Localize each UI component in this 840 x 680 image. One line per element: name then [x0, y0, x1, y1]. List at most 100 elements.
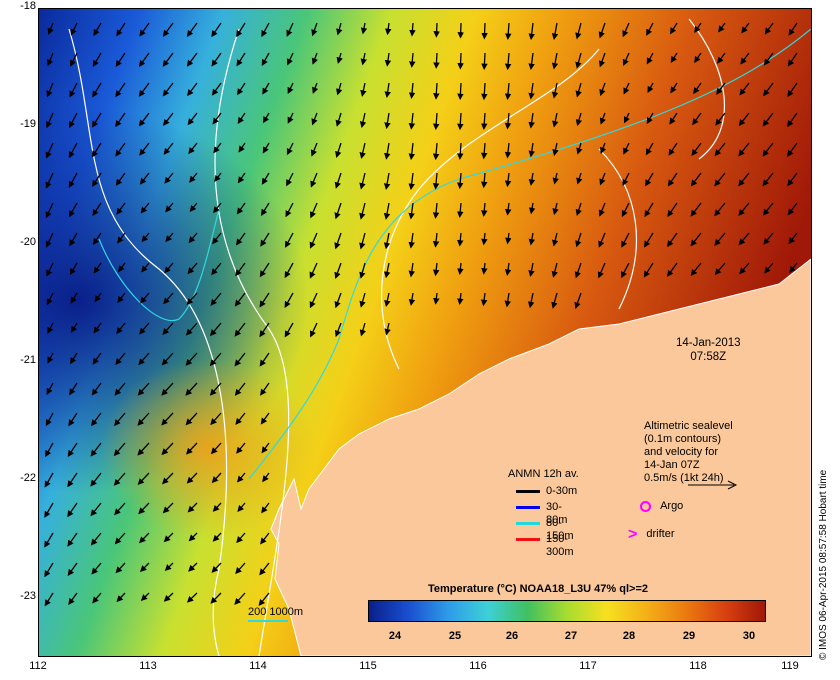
velocity-arrow — [598, 232, 606, 248]
velocity-arrow — [690, 202, 702, 217]
velocity-arrow — [738, 112, 750, 127]
velocity-arrow — [552, 202, 559, 216]
velocity-arrow — [432, 112, 440, 131]
velocity-arrow — [788, 22, 798, 36]
velocity-arrow — [670, 22, 678, 35]
velocity-arrow — [408, 262, 415, 278]
velocity-arrow — [575, 112, 583, 127]
velocity-arrow — [787, 112, 798, 128]
velocity-arrow — [92, 82, 102, 98]
velocity-arrow — [261, 172, 270, 185]
velocity-arrow — [432, 142, 440, 161]
velocity-arrow — [44, 472, 54, 488]
velocity-arrow — [693, 82, 702, 95]
velocity-arrow — [481, 22, 488, 40]
velocity-arrow — [237, 112, 246, 124]
velocity-arrow — [137, 382, 150, 396]
velocity-arrow — [113, 442, 126, 457]
velocity-arrow — [360, 82, 367, 97]
velocity-arrow — [480, 172, 488, 189]
velocity-arrow — [139, 22, 150, 37]
velocity-arrow — [309, 262, 318, 279]
velocity-arrow — [137, 442, 150, 456]
velocity-arrow — [262, 472, 270, 483]
velocity-arrow — [575, 52, 582, 69]
velocity-arrow — [138, 112, 150, 127]
velocity-arrow — [646, 52, 654, 65]
velocity-arrow — [287, 112, 294, 124]
velocity-arrow — [762, 172, 774, 187]
velocity-arrow — [234, 292, 246, 307]
arrow-left-icon — [516, 506, 540, 509]
velocity-arrow — [67, 562, 78, 576]
velocity-arrow — [336, 52, 343, 64]
velocity-arrow — [93, 232, 102, 245]
velocity-arrow — [90, 502, 102, 517]
argo-legend: Argo — [640, 500, 683, 513]
velocity-arrow — [457, 262, 464, 276]
velocity-arrow — [309, 232, 318, 249]
velocity-arrow — [161, 352, 174, 366]
velocity-arrow — [235, 562, 246, 575]
velocity-arrow — [163, 592, 174, 602]
velocity-arrow — [189, 202, 198, 213]
velocity-arrow — [622, 52, 630, 67]
velocity-arrow — [186, 472, 198, 484]
velocity-arrow — [714, 202, 726, 217]
velocity-arrow — [312, 82, 319, 94]
velocity-arrow — [764, 262, 774, 274]
velocity-arrow — [185, 352, 198, 366]
velocity-arrow — [45, 232, 54, 248]
velocity-arrow — [46, 112, 54, 129]
velocity-arrow — [236, 472, 246, 483]
velocity-arrow — [138, 502, 150, 515]
velocity-arrow — [69, 232, 78, 247]
lon-tick: 116 — [469, 660, 487, 672]
velocity-arrow — [285, 232, 294, 248]
velocity-arrow — [165, 202, 174, 213]
velocity-arrow — [210, 412, 222, 426]
velocity-arrow — [552, 172, 559, 185]
velocity-arrow — [286, 22, 294, 37]
velocity-arrow — [164, 172, 174, 184]
velocity-arrow — [138, 352, 150, 366]
velocity-arrow — [212, 232, 222, 245]
velocity-arrow — [668, 142, 678, 156]
velocity-arrow — [692, 112, 702, 126]
velocity-arrow — [575, 82, 582, 98]
velocity-arrow — [360, 52, 367, 66]
temperature-colorbar — [368, 600, 766, 622]
velocity-arrow — [504, 202, 512, 216]
altimetry-line: and velocity for — [644, 446, 718, 458]
velocity-arrow — [209, 352, 222, 367]
velocity-arrow — [236, 442, 246, 454]
velocity-arrow — [139, 172, 150, 185]
velocity-arrow — [551, 82, 559, 99]
velocity-arrow — [262, 142, 270, 154]
velocity-arrow — [161, 472, 174, 485]
velocity-arrow — [643, 262, 654, 278]
reference-vector-icon — [688, 480, 738, 490]
velocity-arrow — [647, 82, 654, 94]
velocity-arrow — [259, 262, 270, 278]
velocity-arrow — [234, 352, 246, 367]
velocity-arrow — [188, 562, 198, 572]
velocity-arrow — [261, 502, 270, 514]
velocity-arrow — [67, 502, 78, 518]
velocity-arrow — [740, 52, 750, 65]
velocity-arrow — [623, 142, 630, 155]
velocity-arrow — [359, 202, 366, 220]
velocity-arrow — [359, 232, 366, 250]
velocity-arrow — [137, 472, 150, 486]
lat-tick: -20 — [20, 236, 36, 248]
velocity-arrow — [622, 22, 630, 38]
velocity-arrow — [787, 82, 798, 98]
velocity-arrow — [334, 322, 342, 338]
velocity-arrow — [528, 172, 536, 186]
velocity-arrow — [738, 232, 750, 246]
velocity-arrow — [504, 262, 512, 276]
velocity-arrow — [45, 442, 54, 458]
velocity-arrow — [457, 232, 464, 247]
velocity-arrow — [481, 262, 488, 275]
land-mass — [270, 258, 811, 656]
